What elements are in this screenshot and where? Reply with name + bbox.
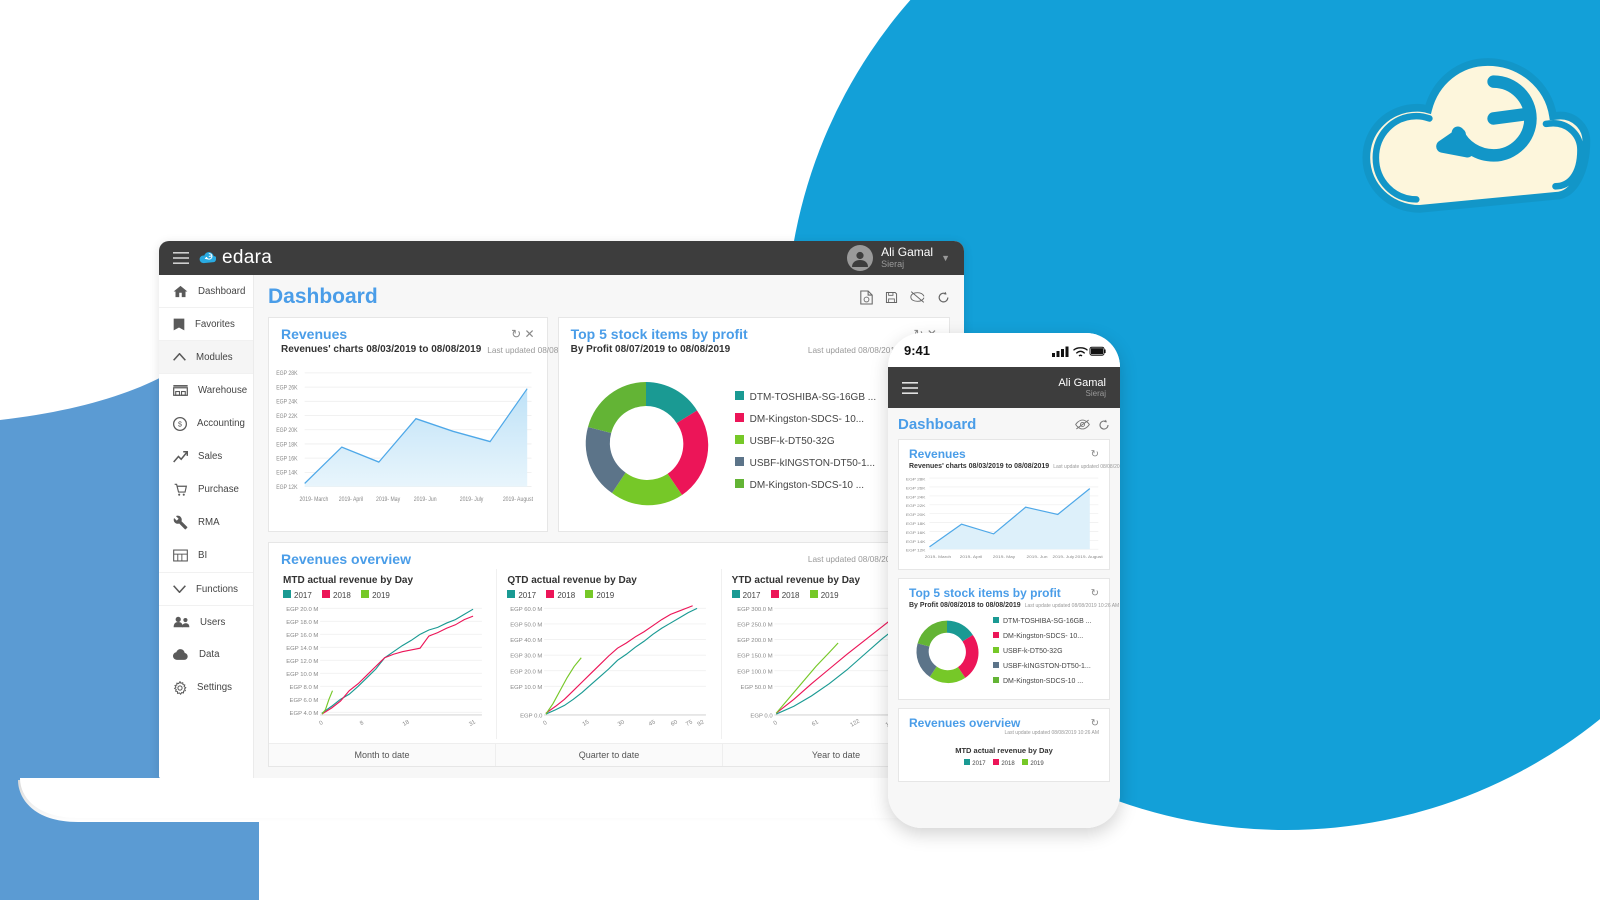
svg-text:EGP 22K: EGP 22K xyxy=(906,503,926,508)
svg-text:60: 60 xyxy=(670,719,679,728)
svg-text:EGP 20K: EGP 20K xyxy=(906,512,926,517)
svg-text:EGP 16K: EGP 16K xyxy=(276,456,297,463)
svg-text:EGP 16K: EGP 16K xyxy=(906,530,926,535)
svg-text:2019- March: 2019- March xyxy=(300,496,329,503)
svg-text:2019- July: 2019- July xyxy=(1053,554,1076,559)
svg-text:2019- Jun: 2019- Jun xyxy=(414,496,437,503)
svg-text:EGP 6.0 M: EGP 6.0 M xyxy=(290,698,319,704)
svg-text:EGP 18K: EGP 18K xyxy=(276,442,297,449)
svg-text:EGP 40.0 M: EGP 40.0 M xyxy=(511,638,543,644)
svg-text:EGP 24K: EGP 24K xyxy=(276,399,297,406)
svg-text:EGP 28K: EGP 28K xyxy=(906,477,926,482)
svg-text:EGP 50.0 M: EGP 50.0 M xyxy=(511,623,543,629)
svg-text:EGP 0.0: EGP 0.0 xyxy=(750,714,773,720)
svg-text:2019- July: 2019- July xyxy=(460,496,484,503)
svg-text:92: 92 xyxy=(697,719,706,727)
svg-text:75: 75 xyxy=(685,719,694,728)
svg-text:EGP 12K: EGP 12K xyxy=(276,484,297,491)
svg-text:EGP 22K: EGP 22K xyxy=(276,413,297,420)
svg-text:EGP 14K: EGP 14K xyxy=(906,539,926,544)
svg-text:2019- May: 2019- May xyxy=(376,496,400,503)
svg-text:EGP 24K: EGP 24K xyxy=(906,495,926,500)
svg-text:2019- March: 2019- March xyxy=(925,554,952,559)
svg-text:EGP 300.0 M: EGP 300.0 M xyxy=(737,607,773,613)
svg-text:61: 61 xyxy=(811,719,820,727)
svg-text:18: 18 xyxy=(402,719,411,727)
svg-text:EGP 8.0 M: EGP 8.0 M xyxy=(290,685,319,691)
svg-text:15: 15 xyxy=(582,719,591,728)
svg-text:EGP 10.0 M: EGP 10.0 M xyxy=(286,672,318,678)
svg-text:0: 0 xyxy=(772,720,779,727)
svg-text:2019- May: 2019- May xyxy=(993,554,1016,559)
svg-text:EGP 12.0 M: EGP 12.0 M xyxy=(286,659,318,665)
svg-text:EGP 250.0 M: EGP 250.0 M xyxy=(737,623,773,629)
svg-text:EGP 18.0 M: EGP 18.0 M xyxy=(286,620,318,626)
svg-text:2019- August: 2019- August xyxy=(503,496,534,503)
svg-text:EGP 12K: EGP 12K xyxy=(906,548,926,553)
svg-text:0: 0 xyxy=(318,720,325,727)
svg-text:EGP 26K: EGP 26K xyxy=(906,486,926,491)
svg-text:2019- April: 2019- April xyxy=(339,496,363,503)
svg-text:EGP 14K: EGP 14K xyxy=(276,470,297,477)
svg-text:EGP 20.0 M: EGP 20.0 M xyxy=(511,669,543,675)
svg-text:0: 0 xyxy=(543,720,550,727)
svg-text:EGP 30.0 M: EGP 30.0 M xyxy=(511,654,543,660)
svg-text:45: 45 xyxy=(648,719,657,728)
svg-text:EGP 50.0 M: EGP 50.0 M xyxy=(740,685,772,691)
svg-text:2019- August: 2019- August xyxy=(1075,554,1104,559)
svg-text:EGP 20.0 M: EGP 20.0 M xyxy=(286,607,318,613)
svg-text:EGP 20K: EGP 20K xyxy=(276,428,297,435)
svg-text:122: 122 xyxy=(849,719,861,729)
svg-text:2019- Jun: 2019- Jun xyxy=(1027,554,1048,559)
svg-text:EGP 150.0 M: EGP 150.0 M xyxy=(737,654,773,660)
svg-text:EGP 10.0 M: EGP 10.0 M xyxy=(511,685,543,691)
svg-text:EGP 0.0: EGP 0.0 xyxy=(520,714,543,720)
svg-text:$: $ xyxy=(178,421,182,428)
svg-text:EGP 28K: EGP 28K xyxy=(276,371,297,378)
svg-text:EGP 16.0 M: EGP 16.0 M xyxy=(286,633,318,639)
svg-text:EGP 14.0 M: EGP 14.0 M xyxy=(286,646,318,652)
svg-text:EGP 26K: EGP 26K xyxy=(276,385,297,392)
svg-text:31: 31 xyxy=(468,719,477,727)
svg-text:30: 30 xyxy=(617,719,626,728)
svg-text:EGP 4.0 M: EGP 4.0 M xyxy=(290,711,319,717)
svg-text:8: 8 xyxy=(359,720,365,727)
svg-text:2019- April: 2019- April xyxy=(960,554,982,559)
svg-text:EGP 18K: EGP 18K xyxy=(906,521,926,526)
svg-text:EGP 100.0 M: EGP 100.0 M xyxy=(737,669,773,675)
svg-text:EGP 200.0 M: EGP 200.0 M xyxy=(737,638,773,644)
svg-text:EGP 60.0 M: EGP 60.0 M xyxy=(511,607,543,613)
